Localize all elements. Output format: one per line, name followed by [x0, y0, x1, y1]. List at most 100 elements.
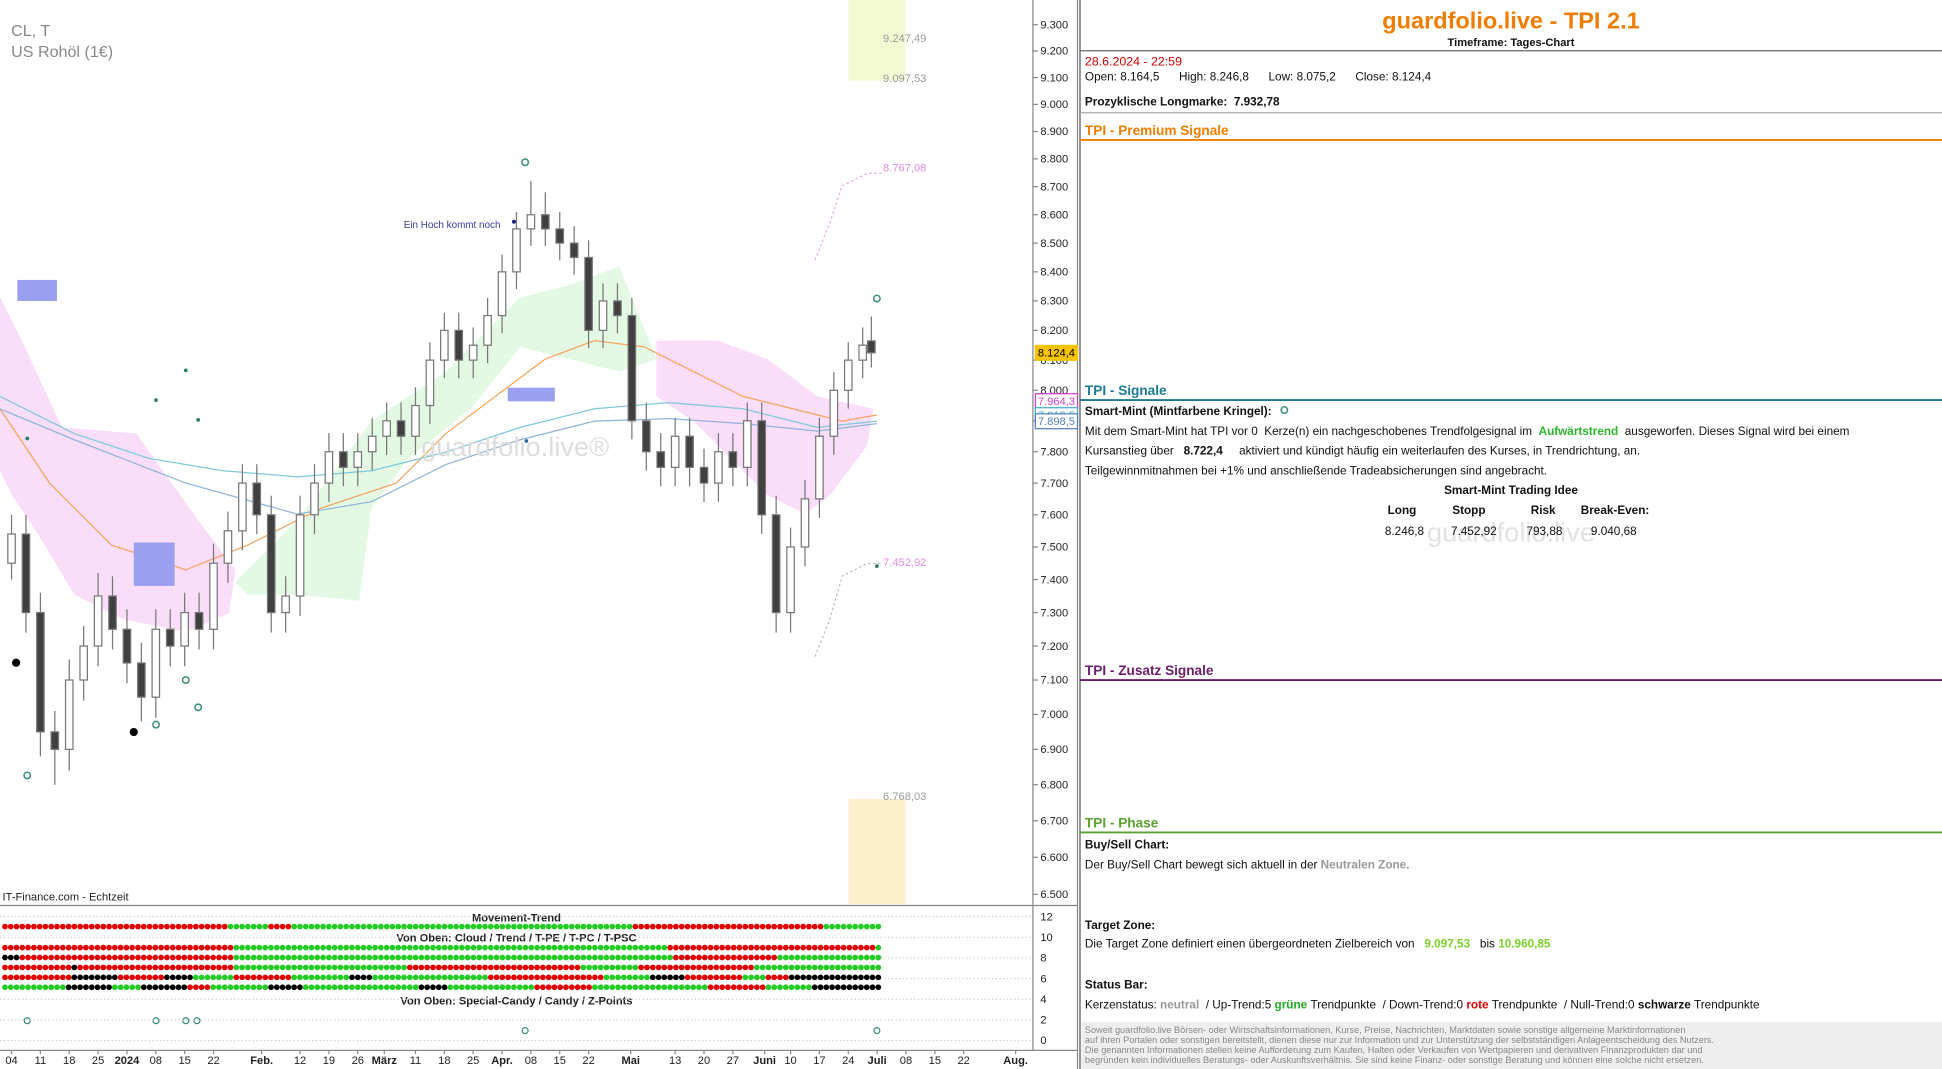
trend-dot	[673, 944, 679, 951]
trend-dot	[782, 984, 789, 991]
trend-dot	[418, 923, 425, 930]
symbol: CL, T	[11, 22, 50, 40]
trend-dot	[65, 964, 72, 971]
trend-dot	[840, 954, 847, 961]
indicator-tick-label: 6	[1040, 973, 1046, 985]
trend-dot	[638, 984, 645, 991]
y-tick-label: 6.800	[1040, 780, 1068, 792]
trend-dot	[314, 954, 321, 961]
trend-dot	[337, 964, 344, 971]
candle-body	[685, 435, 694, 468]
cloud	[235, 266, 657, 601]
trend-dot	[719, 974, 726, 981]
x-tick-label: Juli	[868, 1055, 887, 1067]
trend-dot	[36, 974, 43, 981]
trend-dot	[308, 923, 315, 930]
trend-dot	[297, 923, 303, 930]
trend-dot	[164, 923, 170, 930]
disclaimer: Soweit guardfolio.live Börsen- oder Wirt…	[1085, 1025, 1685, 1035]
trend-dot	[164, 954, 170, 961]
trend-dot	[453, 984, 459, 991]
text: ausgeworfen. Dieses Signal wird bei eine…	[1625, 425, 1850, 438]
trend-dot	[383, 974, 390, 981]
price-badge-label: 8.124,4	[1038, 348, 1075, 360]
trend-dot	[534, 944, 540, 951]
trend-dot	[441, 974, 448, 981]
trend-dot	[245, 984, 251, 991]
trend-dot	[349, 944, 355, 951]
trend-dot	[268, 974, 274, 981]
trend-dot	[13, 944, 20, 951]
trend-dot	[632, 944, 639, 951]
candle-body	[339, 451, 348, 468]
trend-dot	[869, 944, 876, 951]
trend-dot	[447, 944, 454, 951]
trend-dot	[77, 944, 83, 951]
trend-dot	[337, 984, 344, 991]
trend-dot	[858, 964, 864, 971]
trend-dot	[412, 984, 419, 991]
trend-dot	[696, 974, 702, 981]
level-label: 9.247,49	[883, 33, 926, 45]
trend-dot	[401, 954, 407, 961]
candle-body	[656, 451, 666, 468]
trend-dot	[788, 944, 795, 951]
trend-dot	[111, 944, 118, 951]
trend-dot	[169, 923, 176, 930]
trend-dot	[597, 964, 604, 971]
trend-dot	[563, 964, 569, 971]
trend-dot	[493, 954, 500, 961]
smart-mint	[872, 294, 881, 303]
trend-dot	[273, 944, 280, 951]
trend-dot	[48, 954, 55, 961]
trend-dot	[164, 964, 170, 971]
trend-dot	[83, 923, 89, 930]
trend-dot	[2, 974, 8, 981]
trend-dot	[268, 954, 274, 961]
trend-dot	[326, 964, 332, 971]
disclaimer: begründen kein individuelles Beratungs- …	[1085, 1055, 1704, 1065]
trend-dot	[522, 944, 529, 951]
trend-dot	[349, 974, 355, 981]
trend-dot	[649, 964, 656, 971]
trend-dot	[725, 923, 731, 930]
trend-dot	[13, 974, 20, 981]
trend-dot	[713, 964, 720, 971]
trend-dot	[54, 944, 60, 951]
trend-dot	[36, 944, 43, 951]
trend-dot	[406, 964, 413, 971]
trend-dot	[187, 964, 193, 971]
trend-dot	[626, 974, 633, 981]
trend-dot	[875, 964, 882, 971]
trend-dot	[713, 944, 720, 951]
trend-dot	[117, 964, 124, 971]
trend-dot	[71, 944, 78, 951]
trend-dot	[83, 984, 89, 991]
trend-dot	[354, 954, 361, 961]
trend-dot	[852, 944, 859, 951]
trend-dot	[123, 964, 130, 971]
trend-dot	[233, 964, 240, 971]
trend-dot	[239, 984, 245, 991]
trend-dot	[7, 923, 14, 930]
watermark: guardfolio.live	[1427, 516, 1595, 547]
trend-dot	[418, 974, 425, 981]
candle-body	[584, 256, 593, 331]
trend-dot	[771, 984, 778, 991]
trend-dot	[817, 944, 824, 951]
trend-dot	[771, 954, 778, 961]
trend-dot	[326, 974, 332, 981]
trend-dot	[227, 984, 234, 991]
trend-dot	[378, 974, 384, 981]
trend-dot	[620, 923, 627, 930]
trend-dot	[719, 984, 726, 991]
trend-dot	[140, 964, 147, 971]
candle-body	[757, 420, 767, 516]
trend-dot	[615, 923, 621, 930]
trend-dot	[19, 964, 26, 971]
trend-dot	[435, 984, 442, 991]
x-tick-label: 11	[35, 1055, 47, 1067]
trend-dot	[840, 974, 847, 981]
trend-dot	[424, 944, 431, 951]
trend-dot	[279, 954, 286, 961]
